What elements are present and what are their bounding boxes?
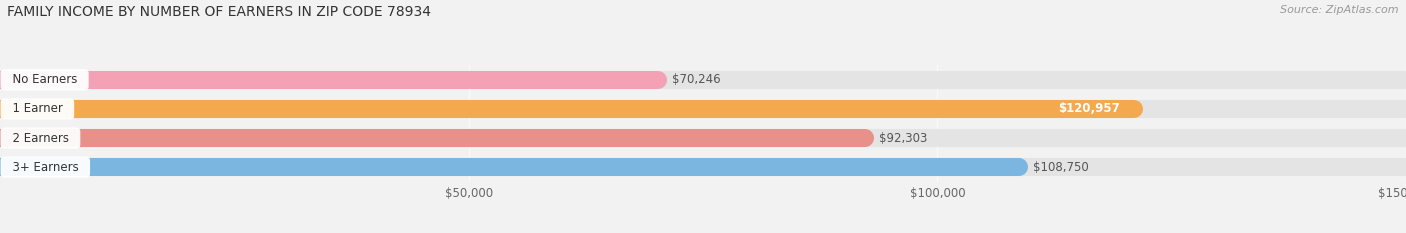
- Text: 1 Earner: 1 Earner: [4, 103, 70, 115]
- Text: FAMILY INCOME BY NUMBER OF EARNERS IN ZIP CODE 78934: FAMILY INCOME BY NUMBER OF EARNERS IN ZI…: [7, 5, 432, 19]
- Text: 3+ Earners: 3+ Earners: [4, 161, 86, 174]
- Text: 2 Earners: 2 Earners: [4, 132, 76, 144]
- Text: Source: ZipAtlas.com: Source: ZipAtlas.com: [1281, 5, 1399, 15]
- Text: No Earners: No Earners: [4, 73, 84, 86]
- Text: $70,246: $70,246: [672, 73, 721, 86]
- Text: $108,750: $108,750: [1033, 161, 1090, 174]
- Text: $92,303: $92,303: [879, 132, 928, 144]
- Text: $120,957: $120,957: [1057, 103, 1119, 115]
